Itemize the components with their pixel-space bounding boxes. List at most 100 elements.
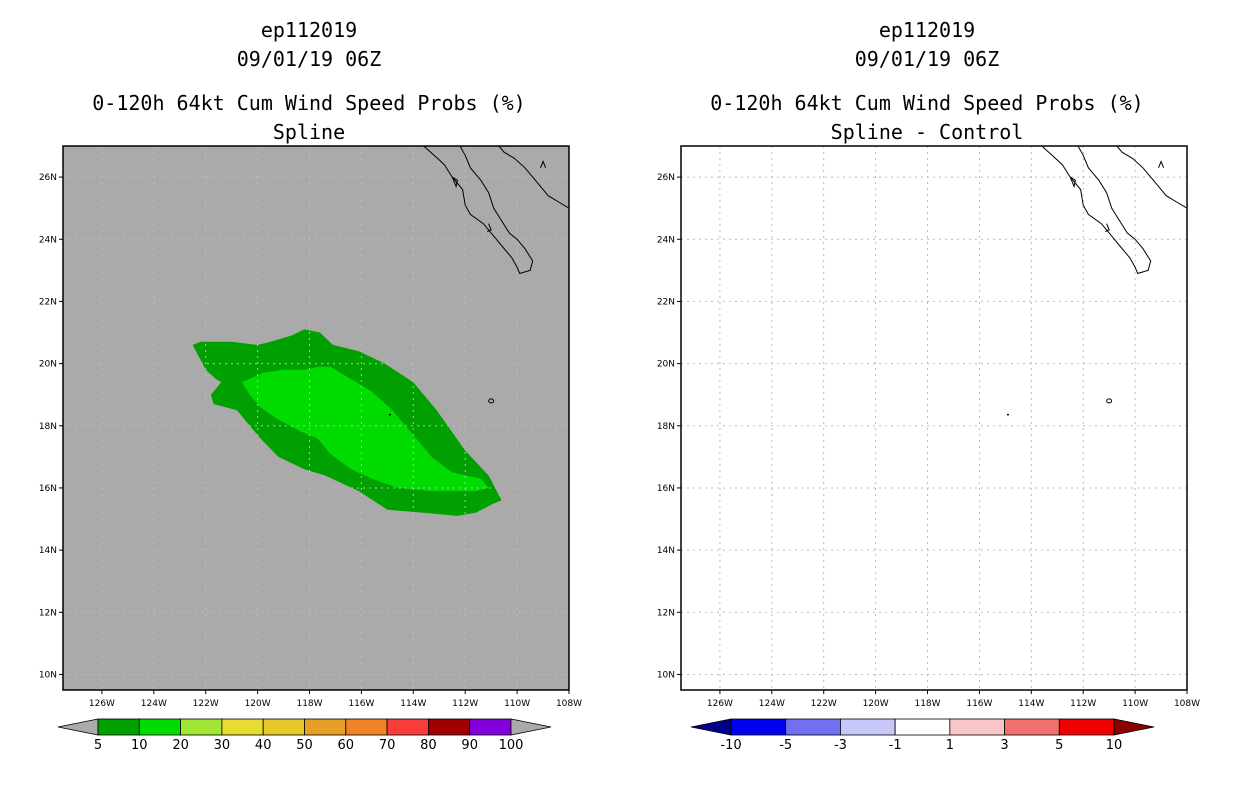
coastline xyxy=(423,145,534,275)
left-chart-panel: ep112019 09/01/19 06Z 0-120h 64kt Cum Wi… xyxy=(39,18,582,753)
left-probability-map: 126W 124W 122W 120W 118W 116W 114W 112W 110W 108W… xyxy=(39,145,582,753)
colorbar-swatch xyxy=(785,718,841,736)
colorbar-label: 1 xyxy=(946,738,954,753)
right-chart-subtitle: Spline - Control xyxy=(830,120,1024,144)
y-tick-label: 10N xyxy=(39,670,57,680)
y-tick-label: 14N xyxy=(657,546,675,556)
colorbar-swatch xyxy=(180,718,223,736)
colorbar-swatch xyxy=(345,718,388,736)
y-tick-label: 16N xyxy=(657,484,675,494)
prob-contour-10-20 xyxy=(242,366,489,492)
left-chart-subtitle: Spline xyxy=(272,120,346,144)
colorbar-swatch xyxy=(894,718,951,736)
island-dot xyxy=(1006,413,1009,416)
coastline xyxy=(540,160,547,168)
colorbar-label: 5 xyxy=(1055,738,1063,753)
right-valid-time: 09/01/19 06Z xyxy=(854,47,1000,71)
coastline xyxy=(1105,223,1110,232)
x-tick-label: 108W xyxy=(1174,699,1200,709)
y-tick-label: 20N xyxy=(657,360,675,370)
y-tick-label: 14N xyxy=(39,546,57,556)
x-tick-label: 116W xyxy=(348,699,374,709)
x-tick-label: 122W xyxy=(811,699,837,709)
colorbar-label: 5 xyxy=(94,738,102,753)
x-tick-label: 110W xyxy=(1122,699,1148,709)
colorbar-label: -1 xyxy=(889,738,902,753)
colorbar-label: 100 xyxy=(499,738,524,753)
colorbar-swatch xyxy=(840,718,896,736)
x-tick-label: 114W xyxy=(1018,699,1044,709)
coastline xyxy=(1116,145,1188,209)
colorbar-label: 80 xyxy=(420,738,437,753)
right-chart-panel: ep112019 09/01/19 06Z 0-120h 64kt Cum Wi… xyxy=(618,0,1236,800)
left-valid-time: 09/01/19 06Z xyxy=(236,47,382,71)
coastline xyxy=(1069,176,1076,189)
island-dot xyxy=(388,413,391,416)
colorbar-label: 20 xyxy=(172,738,189,753)
plot-frame xyxy=(680,145,1188,691)
x-tick-label: 122W xyxy=(193,699,219,709)
y-tick-label: 20N xyxy=(39,360,57,370)
colorbar-label: 30 xyxy=(214,738,231,753)
colorbar-label: 50 xyxy=(296,738,313,753)
colorbar-label: 70 xyxy=(379,738,396,753)
coastline xyxy=(498,145,570,209)
colorbar-label: 60 xyxy=(338,738,355,753)
left-storm-id: ep112019 xyxy=(260,18,358,42)
x-tick-label: 114W xyxy=(400,699,426,709)
colorbar-under-arrow xyxy=(57,718,99,736)
plot-frame xyxy=(62,145,570,691)
right-chart-title: 0-120h 64kt Cum Wind Speed Probs (%) xyxy=(710,91,1144,115)
y-tick-label: 24N xyxy=(39,235,57,245)
x-tick-label: 120W xyxy=(245,699,271,709)
colorbar-label: -10 xyxy=(720,738,741,753)
colorbar-swatch xyxy=(262,718,305,736)
y-tick-label: 26N xyxy=(657,173,675,183)
colorbar-swatch xyxy=(427,718,471,736)
colorbar-label: 10 xyxy=(131,738,148,753)
x-tick-label: 126W xyxy=(707,699,733,709)
x-tick-label: 118W xyxy=(914,699,940,709)
y-tick-label: 10N xyxy=(657,670,675,680)
x-tick-label: 118W xyxy=(296,699,322,709)
y-tick-label: 26N xyxy=(39,173,57,183)
colorbar-under-arrow xyxy=(690,718,732,736)
island-outline xyxy=(488,398,495,404)
y-tick-label: 18N xyxy=(657,422,675,432)
colorbar-swatch xyxy=(97,718,140,736)
right-storm-id: ep112019 xyxy=(878,18,976,42)
x-tick-label: 126W xyxy=(89,699,115,709)
y-tick-label: 22N xyxy=(39,297,57,307)
colorbar-label: 90 xyxy=(461,738,478,753)
right-difference-map: 126W 124W 122W 120W 118W 116W 114W 112W 110W 108W… xyxy=(657,145,1200,753)
x-tick-label: 124W xyxy=(141,699,167,709)
colorbar-swatch xyxy=(469,718,512,736)
y-tick-label: 22N xyxy=(657,297,675,307)
x-tick-label: 110W xyxy=(504,699,530,709)
plot-background xyxy=(681,146,1187,690)
y-tick-label: 16N xyxy=(39,484,57,494)
colorbar-label: 10 xyxy=(1106,738,1123,753)
colorbar-label: -3 xyxy=(834,738,847,753)
colorbar-swatch xyxy=(386,718,429,736)
x-tick-label: 124W xyxy=(759,699,785,709)
colorbar-swatch xyxy=(730,718,787,736)
colorbar-swatch xyxy=(949,718,1005,736)
colorbar-label: 40 xyxy=(255,738,272,753)
y-tick-label: 12N xyxy=(39,608,57,618)
x-tick-label: 112W xyxy=(1070,699,1096,709)
colorbar-swatch xyxy=(304,718,347,736)
left-chart-title: 0-120h 64kt Cum Wind Speed Probs (%) xyxy=(92,91,526,115)
x-tick-label: 108W xyxy=(556,699,582,709)
colorbar-over-arrow xyxy=(1113,718,1155,736)
colorbar-swatch xyxy=(138,718,182,736)
coastline xyxy=(1041,145,1152,275)
colorbar-swatch xyxy=(221,718,264,736)
y-tick-label: 18N xyxy=(39,422,57,432)
y-tick-label: 12N xyxy=(657,608,675,618)
x-tick-label: 116W xyxy=(966,699,992,709)
coastline xyxy=(1158,160,1165,168)
x-tick-label: 112W xyxy=(452,699,478,709)
coastline xyxy=(451,176,458,189)
colorbar-swatch xyxy=(1004,718,1060,736)
